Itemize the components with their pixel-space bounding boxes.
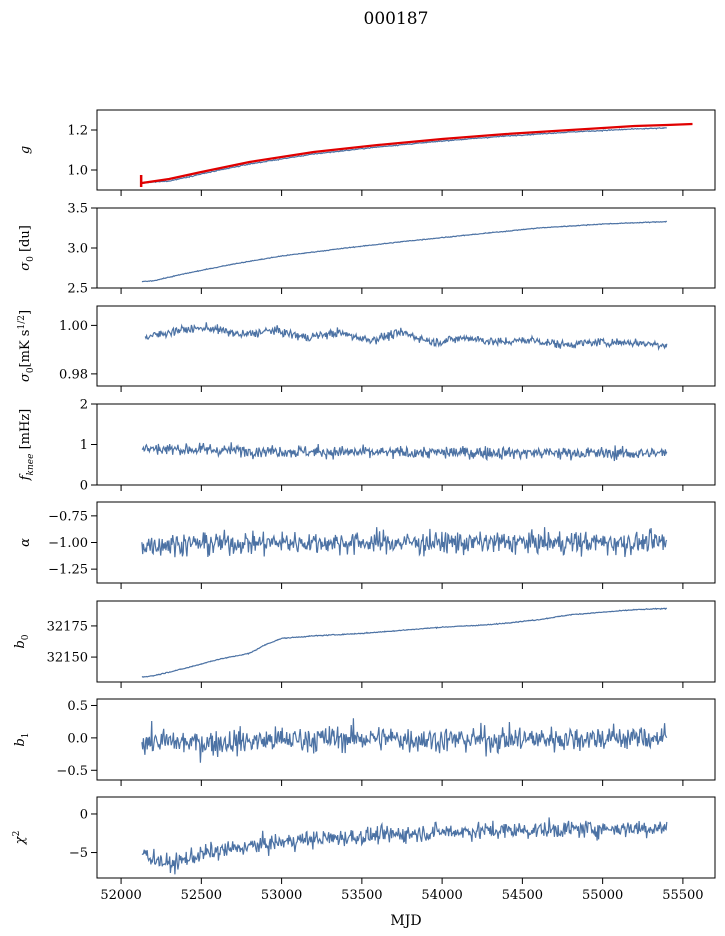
y-axis-label-6: b0 (13, 634, 31, 648)
y-tick-label: −1.00 (48, 536, 88, 551)
subplot-2: 2.5 3.0 3.5 σ0 [du] (18, 202, 716, 297)
plot-frame-6 (96, 600, 716, 683)
y-tick-label: 0.98 (59, 367, 88, 382)
y-tick-label: −0.75 (48, 509, 88, 524)
series-line-2-1 (141, 220, 668, 283)
y-tick-label: 0 (80, 479, 88, 494)
plot-frame-1 (96, 109, 716, 191)
shared-x-axis: 52000 52500 53000 53500 54000 54500 55000 55500 (100, 888, 703, 903)
series-line-5-1 (141, 527, 668, 558)
series-line-4-1 (141, 442, 668, 462)
y-tick-label: 1.2 (67, 124, 88, 139)
x-tick-label: 54000 (421, 888, 462, 903)
series-line-3-1 (144, 322, 668, 352)
y-tick-label: 2 (80, 398, 88, 413)
y-axis-label-7: b1 (13, 732, 31, 746)
y-tick-label: 3.5 (67, 202, 88, 217)
y-tick-label: 32150 (47, 651, 88, 666)
y-tick-label: 2.5 (67, 282, 88, 297)
subplot-4: 0 1 2 fknee [mHz] (18, 398, 716, 494)
x-tick-label: 55000 (582, 888, 623, 903)
x-tick-label: 53500 (341, 888, 382, 903)
subplot-7: −0.5 0.0 0.5 b1 (13, 698, 716, 786)
y-tick-label: −1.25 (48, 563, 88, 578)
x-tick-label: 54500 (502, 888, 543, 903)
y-tick-label: 1.00 (59, 319, 88, 334)
y-tick-label: 32175 (47, 619, 88, 634)
y-tick-label: 3.0 (67, 242, 88, 257)
y-axis-label-8: χ2 (12, 831, 28, 846)
series-line-1-2 (141, 122, 693, 185)
series-line-8-1 (141, 817, 668, 875)
subplots: 1.0 1.2 g 2.5 3.0 3.5 σ0 [du] 0.98 1.00 σ0[mK s1/… (12, 109, 716, 884)
y-tick-label: 0.0 (67, 731, 88, 746)
plot-frame-2 (96, 207, 716, 289)
series-line-6-1 (141, 607, 668, 678)
x-axis-label: MJD (390, 913, 421, 929)
x-tick-label: 53000 (261, 888, 302, 903)
plot-frame-7 (96, 698, 716, 781)
series-line-7-1 (141, 718, 668, 763)
y-axis-label-2: σ0 [du] (18, 225, 36, 271)
y-tick-label: −0.5 (56, 764, 88, 779)
y-axis-label-4: fknee [mHz] (18, 409, 36, 482)
y-tick-label: 1.0 (67, 164, 88, 179)
x-tick-label: 55500 (662, 888, 703, 903)
y-tick-label: 1 (80, 438, 88, 453)
y-tick-label: 0.5 (67, 699, 88, 714)
subplot-3: 0.98 1.00 σ0[mK s1/2] (17, 305, 716, 392)
figure-title: 000187 (364, 9, 429, 29)
y-axis-label-1: g (18, 146, 33, 154)
subplot-5: −1.25 −1.00 −0.75 α (18, 501, 716, 589)
plot-frame-4 (96, 403, 716, 486)
subplot-6: 32150 32175 b0 (13, 600, 716, 688)
y-axis-label-5: α (18, 538, 33, 547)
subplot-1: 1.0 1.2 g (18, 109, 716, 196)
plot-frame-8 (96, 796, 716, 879)
y-tick-label: −5 (69, 846, 88, 861)
y-axis-label-3: σ0[mK s1/2] (17, 310, 36, 382)
x-tick-label: 52000 (100, 888, 141, 903)
y-tick-label: 0 (80, 807, 88, 822)
x-tick-label: 52500 (181, 888, 222, 903)
subplot-8: −5 0 χ2 (12, 796, 716, 884)
plot-frame-3 (96, 305, 716, 387)
series-line-1-1 (141, 127, 667, 184)
